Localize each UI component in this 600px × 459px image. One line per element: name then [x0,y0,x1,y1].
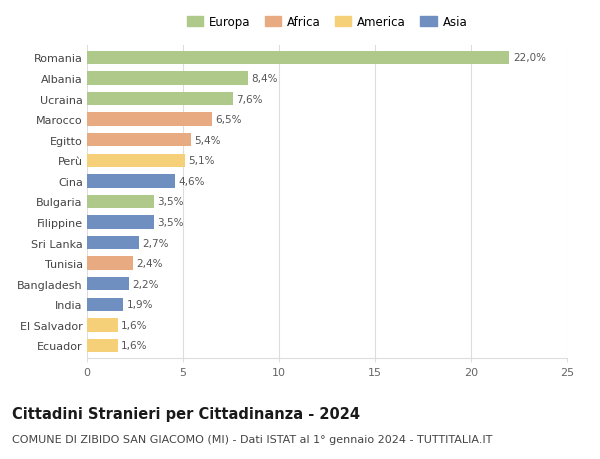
Bar [87,298,124,311]
Bar [87,113,212,127]
Text: 1,6%: 1,6% [121,320,148,330]
Text: 6,5%: 6,5% [215,115,242,125]
Text: 1,6%: 1,6% [121,341,148,351]
Bar [87,175,175,188]
Text: 2,7%: 2,7% [142,238,169,248]
Bar [87,257,133,270]
Text: COMUNE DI ZIBIDO SAN GIACOMO (MI) - Dati ISTAT al 1° gennaio 2024 - TUTTITALIA.I: COMUNE DI ZIBIDO SAN GIACOMO (MI) - Dati… [12,434,493,444]
Text: 2,4%: 2,4% [137,258,163,269]
Bar [87,216,154,229]
Bar [87,51,509,65]
Bar [87,339,118,353]
Bar [87,277,129,291]
Text: 5,1%: 5,1% [188,156,215,166]
Text: 1,9%: 1,9% [127,300,154,310]
Text: 22,0%: 22,0% [513,53,546,63]
Text: 4,6%: 4,6% [179,176,205,186]
Text: 3,5%: 3,5% [158,197,184,207]
Bar [87,72,248,85]
Bar [87,319,118,332]
Bar [87,93,233,106]
Text: 8,4%: 8,4% [252,74,278,84]
Text: 5,4%: 5,4% [194,135,221,146]
Text: 3,5%: 3,5% [158,218,184,228]
Bar [87,236,139,250]
Bar [87,154,185,168]
Text: Cittadini Stranieri per Cittadinanza - 2024: Cittadini Stranieri per Cittadinanza - 2… [12,406,360,421]
Bar [87,134,191,147]
Text: 7,6%: 7,6% [236,94,263,104]
Legend: Europa, Africa, America, Asia: Europa, Africa, America, Asia [187,16,467,29]
Bar [87,195,154,209]
Text: 2,2%: 2,2% [133,279,159,289]
